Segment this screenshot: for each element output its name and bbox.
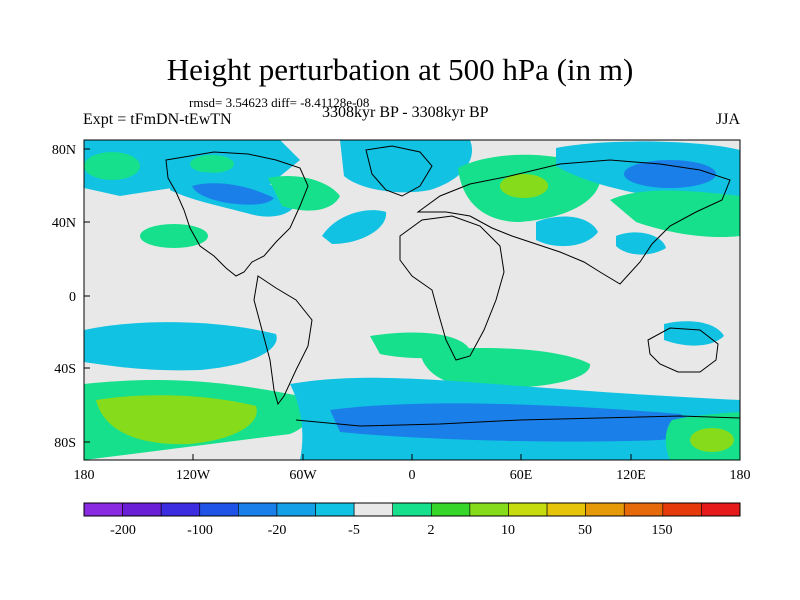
green-patch-nw	[84, 152, 140, 180]
lon-label-0: 0	[409, 468, 416, 483]
colorbar-box	[122, 502, 162, 517]
coastlines	[165, 145, 740, 427]
colorbar-box	[315, 502, 355, 517]
colorbar-label-2: 2	[428, 523, 435, 538]
coast-eurasia	[416, 159, 731, 285]
colorbar-box	[546, 502, 586, 517]
lat-label-80n: 80N	[52, 143, 76, 158]
blue-patch-atlantic	[322, 210, 387, 244]
lat-label-40n: 40N	[52, 216, 76, 231]
coast-africa	[399, 215, 505, 361]
colorbar-box	[353, 502, 394, 517]
blue-patch-australia	[664, 321, 724, 346]
lon-label-180w: 180	[74, 468, 95, 483]
lon-label-180e: 180	[730, 468, 751, 483]
colorbar-box	[238, 502, 278, 517]
colorbar-label-150: 150	[652, 523, 673, 538]
green-patch-alaska	[190, 155, 234, 173]
colorbar-box	[392, 502, 432, 517]
coast-antarctica	[295, 415, 740, 427]
lon-label-120w: 120W	[176, 468, 211, 483]
lat-label-40s: 40S	[54, 362, 76, 377]
colorbar-box	[83, 502, 123, 517]
lon-ticks: 180 120W 60W 0 60E 120E 180	[74, 454, 751, 483]
colorbar-box	[276, 502, 316, 517]
colorbar-box	[623, 502, 664, 517]
colorbar-box	[585, 502, 625, 517]
stats-label: rmsd= 3.54623 diff= -8.41128e-08	[189, 95, 370, 110]
blue-patch-china	[616, 232, 666, 255]
colorbar-frame	[83, 502, 741, 517]
lat-label-0: 0	[69, 290, 76, 305]
colorbar-box	[160, 502, 201, 517]
lon-label-60e: 60E	[510, 468, 533, 483]
coast-south-america	[253, 275, 313, 406]
colorbar-label-m5: -5	[348, 523, 360, 538]
blue-patch-greenland	[340, 140, 473, 193]
map-field	[84, 140, 740, 460]
colorbar-label-10: 10	[501, 523, 515, 538]
period-label: 3308kyr BP - 3308kyr BP	[322, 104, 489, 121]
colorbar-box	[662, 502, 702, 517]
experiment-label: Expt = tFmDN-tEwTN	[83, 111, 232, 128]
colorbar: -200 -100 -20 -5 2 10 50 150	[83, 502, 741, 538]
colorbar-label-m200: -200	[110, 523, 136, 538]
darkblue-patch-siberia	[624, 160, 716, 188]
darkblue-band-southern-ocean	[330, 403, 691, 442]
coast-greenland	[365, 145, 433, 197]
colorbar-label-m20: -20	[268, 523, 287, 538]
yellow-patch-southeast	[690, 428, 734, 452]
darkblue-patch-canada	[192, 183, 274, 205]
blue-patch-middle-east	[536, 216, 598, 247]
season-label: JJA	[716, 111, 741, 128]
lat-label-80s: 80S	[54, 436, 76, 451]
lat-ticks: 80N 40N 0 40S 80S	[52, 143, 90, 451]
blue-band-south-pacific	[84, 322, 277, 371]
lon-label-60w: 60W	[289, 468, 317, 483]
yellow-patch-southern-pacific	[96, 395, 257, 445]
colorbar-box	[508, 502, 548, 517]
colorbar-boxes	[83, 502, 741, 517]
colorbar-box	[430, 502, 471, 517]
green-patch-east-asia	[610, 190, 740, 238]
yellow-patch-eurasia	[500, 174, 548, 198]
colorbar-label-m100: -100	[187, 523, 213, 538]
coast-australia	[647, 327, 719, 373]
plot-title: Height perturbation at 500 hPa (in m)	[166, 52, 634, 87]
colorbar-box	[701, 502, 741, 517]
colorbar-box	[199, 502, 239, 517]
colorbar-label-50: 50	[578, 523, 592, 538]
green-patch-hudson	[268, 176, 340, 211]
colorbar-box	[469, 502, 509, 517]
coast-north-america	[165, 151, 309, 277]
green-patch-pacific	[140, 224, 208, 248]
lon-label-120e: 120E	[616, 468, 646, 483]
